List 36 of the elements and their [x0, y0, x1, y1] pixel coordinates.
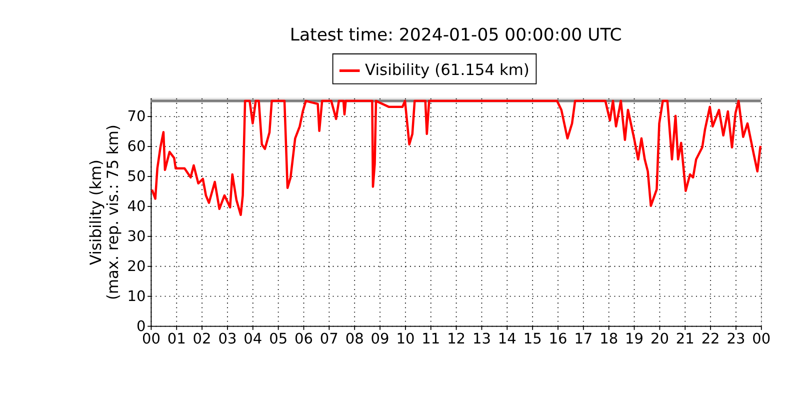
x-tick-label: 12 [447, 332, 466, 348]
x-tick-label: 05 [269, 332, 288, 348]
x-tick-label: 06 [294, 332, 313, 348]
x-tick-label: 22 [701, 332, 720, 348]
x-tick-label: 21 [676, 332, 694, 348]
y-tick-label: 20 [127, 258, 146, 275]
x-tick-label: 20 [650, 332, 669, 348]
x-tick-label: 02 [192, 332, 212, 348]
y-tick-label: 30 [127, 228, 146, 245]
legend-label: Visibility (61.154 km) [365, 61, 530, 80]
y-tick-label: 10 [127, 288, 146, 305]
x-tick-label: 23 [726, 332, 746, 348]
x-tick-label: 13 [472, 332, 491, 348]
x-tick-label: 10 [396, 332, 415, 348]
x-tick-label: 19 [625, 332, 644, 348]
x-tick-label: 04 [244, 332, 262, 348]
x-tick-label: 03 [218, 332, 237, 348]
x-tick-label: 17 [574, 332, 593, 348]
x-tick-label: 08 [345, 332, 364, 348]
line-series [150, 100, 762, 216]
x-tick-label: 18 [600, 332, 618, 348]
x-tick-label: 01 [167, 332, 186, 348]
y-axis-title: Visibility (km) (max. rep. vis.: 75 km) [86, 124, 122, 300]
y-tick-label: 50 [127, 168, 146, 185]
x-tick-label: 16 [548, 332, 568, 348]
x-tick-label: 09 [370, 332, 390, 348]
x-tick-label: 00 [142, 332, 160, 348]
chart-title: Latest time: 2024-01-05 00:00:00 UTC [290, 25, 622, 46]
x-tick-label: 15 [523, 332, 542, 348]
y-tick-label: 60 [127, 138, 146, 155]
x-tick-label: 00 [752, 332, 771, 348]
x-tick-label: 11 [422, 332, 440, 348]
x-tick-label: 07 [320, 332, 338, 348]
y-tick-label: 40 [127, 198, 146, 215]
y-tick-label: 70 [127, 108, 146, 125]
x-tick-label: 14 [498, 332, 516, 348]
